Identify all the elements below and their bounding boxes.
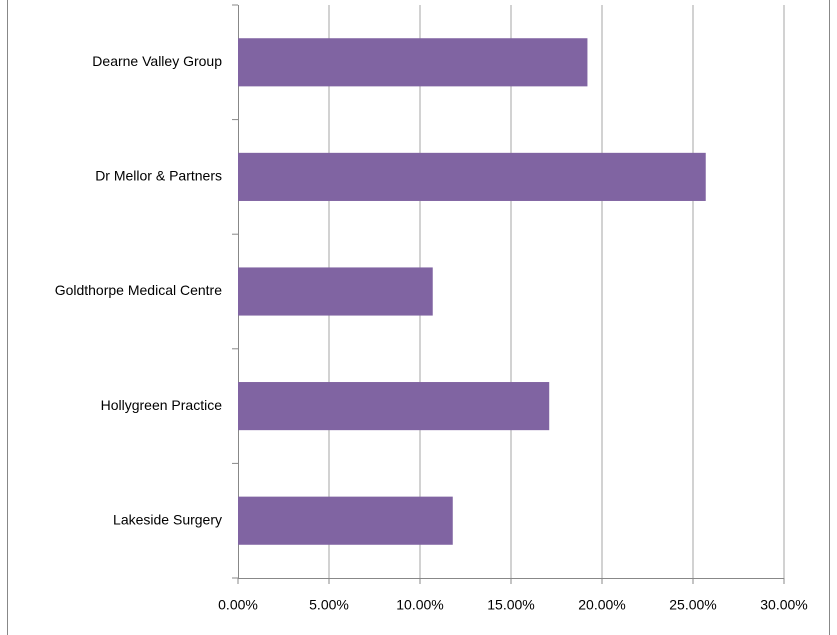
bar xyxy=(238,382,550,431)
bar xyxy=(238,267,433,316)
y-tick-label: Dr Mellor & Partners xyxy=(95,168,222,184)
x-tick-label: 25.00% xyxy=(669,597,716,613)
y-tick-label: Dearne Valley Group xyxy=(92,53,222,69)
x-tick-label: 0.00% xyxy=(218,597,258,613)
bar xyxy=(238,38,588,87)
x-tick-label: 30.00% xyxy=(760,597,807,613)
y-tick-label: Goldthorpe Medical Centre xyxy=(55,282,223,298)
bar xyxy=(238,152,706,201)
x-tick-label: 5.00% xyxy=(309,597,349,613)
bar xyxy=(238,496,453,545)
x-tick-label: 15.00% xyxy=(487,597,534,613)
x-tick-label: 10.00% xyxy=(396,597,443,613)
x-tick-label: 20.00% xyxy=(578,597,625,613)
y-tick-label: Hollygreen Practice xyxy=(101,397,223,413)
y-tick-label: Lakeside Surgery xyxy=(113,511,222,527)
